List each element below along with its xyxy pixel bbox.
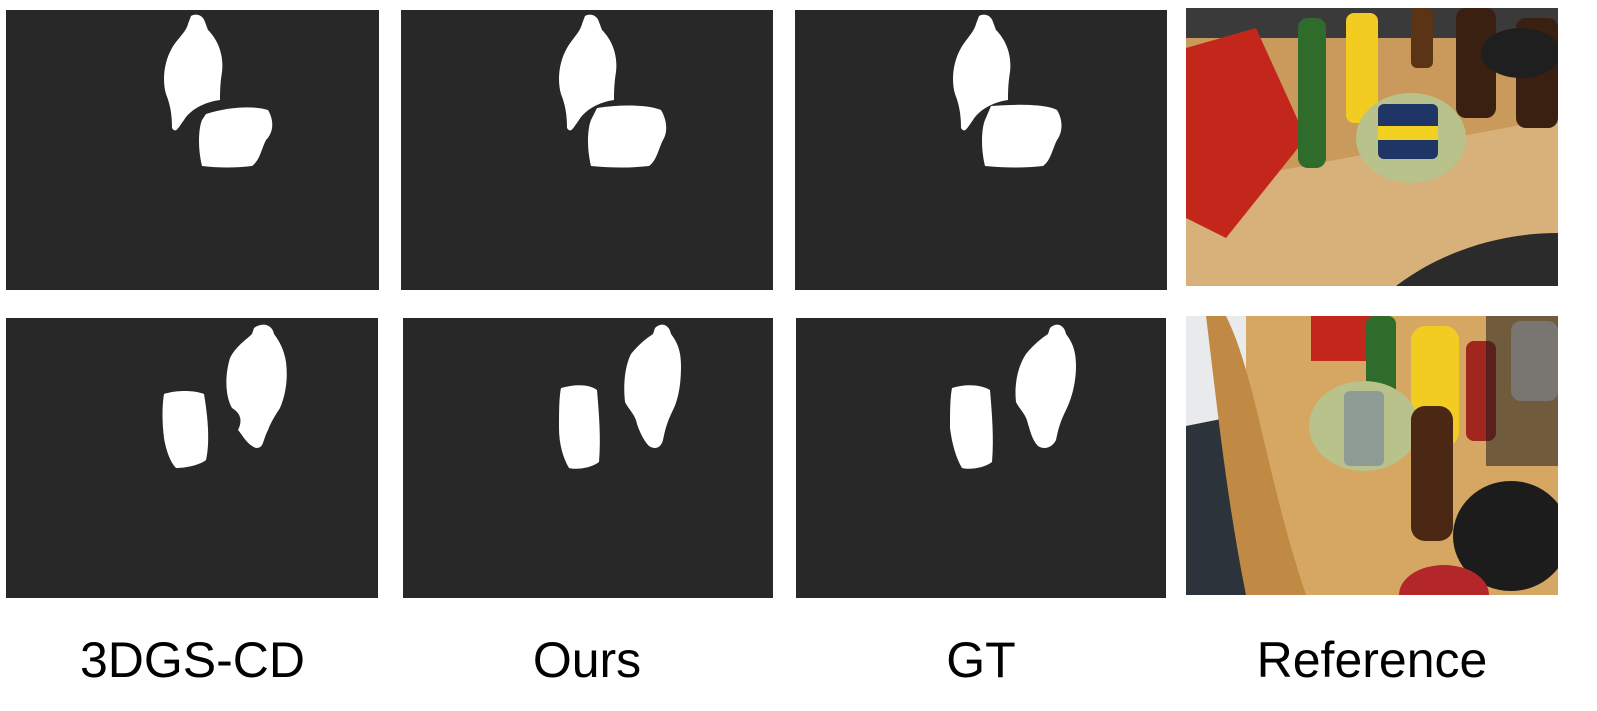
mask-ours-row1 bbox=[401, 10, 773, 290]
mask-3dgs-cd-row1 bbox=[6, 10, 379, 290]
mask-3dgs-cd-row2 bbox=[6, 318, 378, 598]
column-label-ours: Ours bbox=[532, 632, 642, 688]
reference-photo-row1 bbox=[1186, 8, 1558, 286]
mask-gt-row1 bbox=[795, 10, 1167, 290]
reference-photo-row1-scene bbox=[1186, 8, 1558, 286]
reference-photo-row2 bbox=[1186, 316, 1558, 595]
mask-gt-row2 bbox=[796, 318, 1166, 598]
mask-3dgs-cd-row1-shapes bbox=[164, 14, 273, 168]
mask-3dgs-cd-row2-shapes bbox=[162, 324, 287, 468]
column-label-3dgs-cd: 3DGS-CD bbox=[79, 632, 306, 688]
column-label-gt: GT bbox=[946, 632, 1016, 688]
mask-ours-row1-shapes bbox=[559, 14, 667, 168]
reference-photo-row2-scene bbox=[1186, 316, 1558, 595]
mask-gt-row1-shapes bbox=[953, 14, 1062, 168]
mask-gt-row2-shapes bbox=[950, 324, 1076, 469]
mask-ours-row2 bbox=[403, 318, 773, 598]
mask-ours-row2-shapes bbox=[559, 324, 681, 469]
column-label-reference: Reference bbox=[1256, 632, 1488, 688]
